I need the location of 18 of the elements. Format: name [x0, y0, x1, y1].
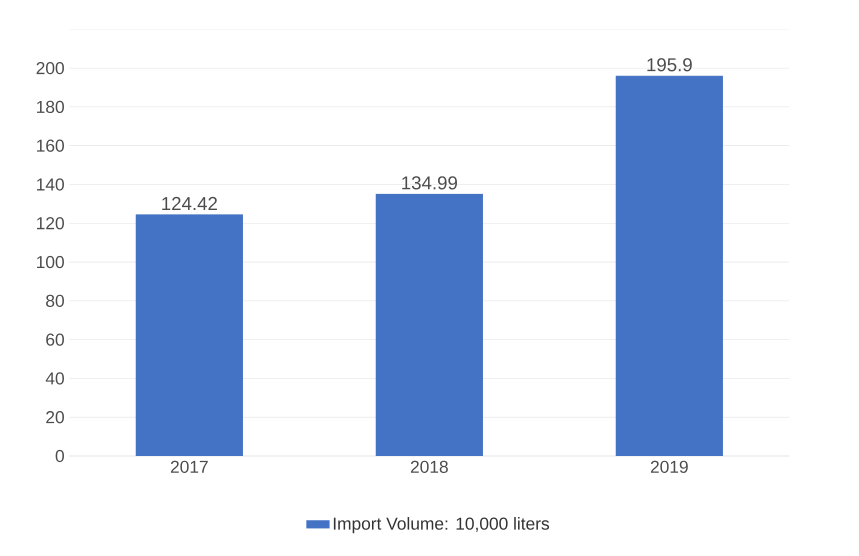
data-label: 195.9 [647, 58, 692, 72]
y-tick-label: 40 [46, 372, 64, 385]
y-tick-label: 180 [37, 100, 64, 114]
legend-label: Import Volume: 10,000 liters [334, 517, 550, 534]
y-tick-label: 80 [46, 294, 64, 307]
y-tick-label: 0 [56, 450, 64, 462]
y-tick-label: 100 [37, 256, 64, 268]
data-label: 124.42 [162, 196, 217, 210]
y-tick-label: 20 [46, 411, 64, 424]
x-tick-label: 2018 [410, 460, 448, 473]
x-tick-label: 2017 [170, 460, 208, 473]
y-tick-label: 140 [37, 178, 64, 191]
data-label: 134.99 [402, 176, 457, 190]
y-tick-label: 160 [37, 140, 64, 152]
x-tick-label: 2019 [650, 460, 688, 473]
y-tick-label: 200 [36, 62, 64, 74]
y-tick-label: 60 [46, 333, 64, 346]
y-tick-label: 120 [37, 217, 64, 230]
